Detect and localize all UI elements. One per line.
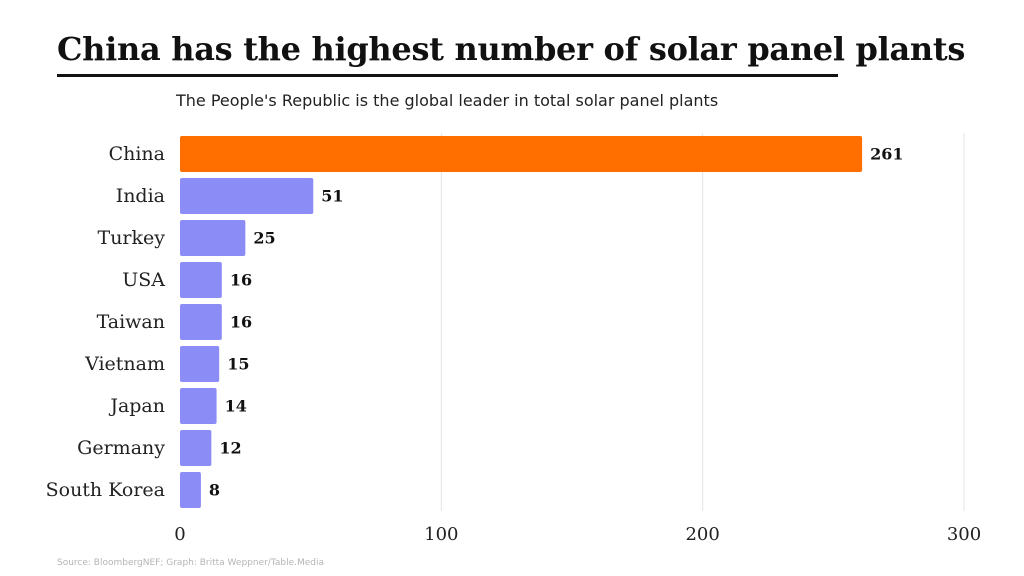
value-label: 8 [209, 481, 220, 500]
bar-vietnam [180, 345, 220, 383]
bar-taiwan [180, 303, 222, 341]
source-note: Source: BloombergNEF; Graph: Britta Wepp… [57, 558, 325, 568]
x-tick-label: 200 [685, 524, 719, 545]
category-label: Germany [77, 437, 165, 459]
x-tick-label: 0 [174, 524, 185, 545]
value-label: 15 [227, 355, 249, 374]
bar-usa [180, 261, 222, 299]
value-label: 25 [253, 229, 275, 248]
category-label: Japan [108, 395, 165, 417]
value-label: 16 [230, 271, 252, 290]
x-tick-label: 300 [947, 524, 981, 545]
bar-india [180, 177, 314, 215]
chart-subtitle: The People's Republic is the global lead… [176, 91, 719, 110]
category-label: India [116, 185, 165, 207]
bars [180, 135, 863, 509]
category-label: South Korea [46, 479, 165, 501]
x-tick-label: 100 [424, 524, 458, 545]
category-labels: China India Turkey USA Taiwan Vietnam Japan Ger… [46, 143, 166, 501]
value-label: 14 [225, 397, 247, 416]
value-labels: 261 51 25 16 16 15 14 12 8 [209, 145, 904, 500]
category-label: Vietnam [84, 353, 165, 375]
category-label: China [109, 143, 165, 165]
value-label: 12 [219, 439, 241, 458]
bar-china [180, 135, 863, 173]
bar-turkey [180, 219, 246, 257]
x-axis-ticks: 0 100 200 300 [174, 524, 981, 545]
category-label: Turkey [98, 227, 166, 249]
category-label: Taiwan [97, 311, 165, 333]
value-label: 16 [230, 313, 252, 332]
gridlines [440, 133, 965, 511]
title-underline [57, 74, 838, 77]
value-label: 51 [321, 187, 343, 206]
chart-title: China has the highest number of solar pa… [57, 30, 966, 68]
value-label: 261 [870, 145, 903, 164]
bar-south-korea [180, 471, 201, 509]
bar-germany [180, 429, 212, 467]
bar-japan [180, 387, 217, 425]
category-label: USA [122, 269, 165, 291]
